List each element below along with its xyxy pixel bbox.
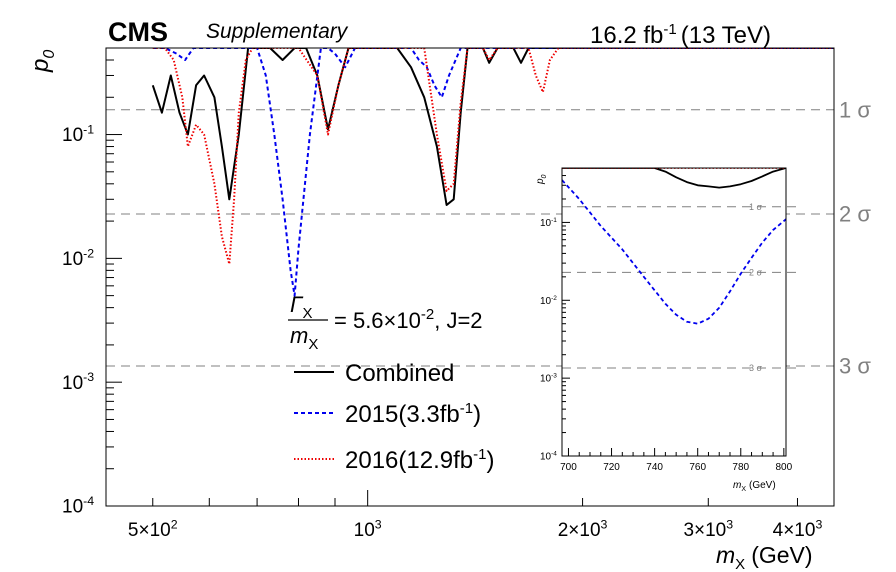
series-line-solid <box>151 48 834 206</box>
legend-label-combined: Combined <box>345 360 454 387</box>
x-tick-label: 720 <box>603 462 620 473</box>
x-tick-label: 5×102 <box>128 517 178 541</box>
y-tick-label: 10-4 <box>540 451 557 463</box>
x-axis-label: mX (GeV) <box>716 542 813 572</box>
x-tick-label: 760 <box>689 462 706 473</box>
x-tick-label: 4×103 <box>773 517 823 541</box>
supplementary-label: Supplementary <box>206 20 349 43</box>
y-tick-label: 10-3 <box>62 370 94 394</box>
sigma-label-2: 2 σ <box>749 268 763 278</box>
sigma-label-2: 2 σ <box>839 202 871 227</box>
legend-label-2015: 2015(3.3fb-1) <box>345 400 481 428</box>
sigma-label-1: 1 σ <box>749 202 763 212</box>
inset-y-axis-label: p0 <box>535 174 548 185</box>
y-tick-label: 10-1 <box>540 217 557 229</box>
y-tick-label: 10-2 <box>62 246 94 270</box>
x-tick-label: 103 <box>354 517 382 541</box>
lumi-label: 16.2 fb-1 (13 TeV) <box>590 21 771 49</box>
legend: ΓX mX = 5.6×10-2, J=2 Combined 2015(3.3f… <box>288 292 494 474</box>
legend-relation: = 5.6×10-2, J=2 <box>334 306 483 333</box>
y-tick-label: 10-4 <box>62 494 94 518</box>
x-tick-label: 700 <box>560 462 577 473</box>
series-group <box>151 48 834 297</box>
sigma-label-3: 3 σ <box>839 354 871 379</box>
inset-series-group <box>562 168 786 325</box>
series-line-dotted <box>152 48 834 265</box>
inset-sigma-lines: 1 σ 2 σ 3 σ <box>562 202 800 373</box>
series-line-solid <box>562 168 786 189</box>
inset-x-axis-label: mX (GeV) <box>733 480 776 493</box>
sigma-label-3: 3 σ <box>749 363 763 373</box>
y-tick-label: 10-1 <box>62 123 94 147</box>
y-axis-label: p0 <box>27 50 58 73</box>
axes: 10-1 10-2 10-3 10-4 5×102 103 2×103 3×103 4×103 <box>62 47 823 541</box>
cms-label: CMS <box>108 17 168 47</box>
inset-background <box>562 168 786 456</box>
legend-label-2016: 2016(12.9fb-1) <box>345 446 494 474</box>
x-tick-label: 3×103 <box>683 517 733 541</box>
x-tick-label: 2×103 <box>558 517 608 541</box>
x-tick-label: 740 <box>646 462 663 473</box>
x-tick-label: 780 <box>732 462 749 473</box>
y-tick-label: 10-3 <box>540 373 557 385</box>
x-tick-label: 800 <box>776 462 793 473</box>
y-tick-label: 10-2 <box>540 295 557 307</box>
legend-width-label: ΓX <box>290 292 313 322</box>
plot-frame <box>105 47 835 507</box>
sigma-label-1: 1 σ <box>839 97 871 122</box>
legend-mass-label: mX <box>290 323 318 353</box>
